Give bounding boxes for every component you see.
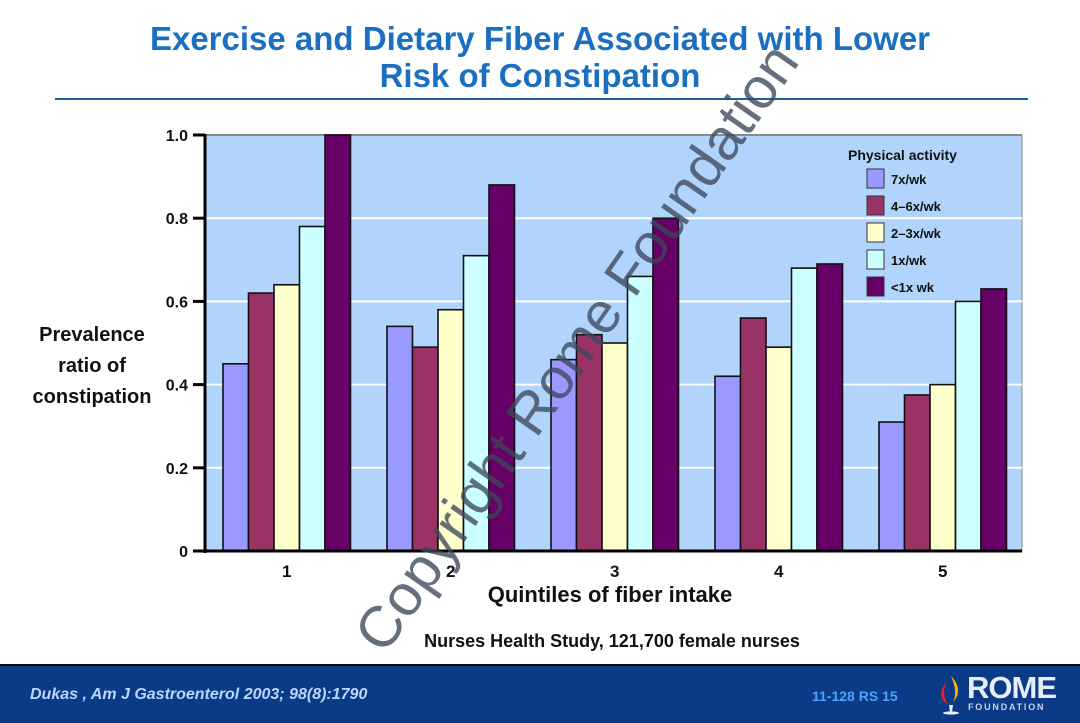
slide-title-line-2: Risk of Constipation (379, 57, 701, 94)
y-tick-label: 1.0 (166, 128, 188, 145)
logo-text: ROME (967, 670, 1057, 705)
footer-bar: Dukas , Am J Gastroenterol 2003; 98(8):1… (0, 664, 1080, 723)
y-axis-ticks: 0 0.2 0.4 0.6 0.8 1.0 (166, 128, 205, 561)
bar-1-series-1 (222, 362, 250, 552)
slide-title-line-1: Exercise and Dietary Fiber Associated wi… (149, 20, 931, 57)
y-axis-label-line-1: Prevalence (39, 324, 145, 346)
bar-3-series-3 (601, 342, 629, 552)
y-tick-label: 0 (179, 544, 188, 561)
bar-5-series-5 (980, 288, 1008, 552)
axes (193, 134, 1022, 553)
bar-3-series-1 (550, 358, 578, 552)
bar-2-series-2 (411, 346, 439, 552)
x-tick-label: 3 (610, 562, 619, 581)
bar-1-series-2 (247, 292, 275, 552)
bar-4-series-2 (739, 317, 767, 552)
bar-4-series-4 (790, 267, 818, 552)
bar-5-series-1 (878, 421, 906, 552)
bar-4-series-3 (765, 346, 793, 552)
legend-label: 4–6x/wk (891, 199, 942, 214)
bar-1-series-4 (298, 225, 326, 552)
y-axis-label: Prevalence ratio of constipation (22, 320, 162, 413)
bar-2-series-1 (386, 325, 414, 552)
bar-5-series-2 (903, 394, 931, 552)
x-tick-label: 5 (938, 562, 947, 581)
y-tick-label: 0.8 (166, 211, 188, 228)
legend-swatch (866, 222, 885, 243)
bar-1-series-5 (324, 134, 352, 552)
legend-swatch (866, 276, 885, 297)
bar-5-series-3 (929, 383, 957, 552)
x-tick-label: 1 (282, 562, 291, 581)
citation: Dukas , Am J Gastroenterol 2003; 98(8):1… (30, 686, 368, 703)
study-note: Nurses Health Study, 121,700 female nurs… (424, 631, 800, 651)
legend-title: Physical activity (848, 147, 957, 163)
legend-swatch (866, 195, 885, 216)
legend-label: <1x wk (891, 280, 935, 295)
y-tick-label: 0.4 (166, 378, 188, 395)
x-axis-ticks: 1 2 3 4 5 (282, 562, 947, 581)
bar-3-series-5 (652, 217, 680, 552)
legend: Physical activity 7x/wk 4–6x/wk 2–3x/wk 1x/w… (848, 147, 957, 297)
bar-1-series-3 (273, 283, 301, 552)
legend-label: 7x/wk (891, 172, 927, 187)
bar-4-series-5 (816, 263, 844, 552)
slide-title: Exercise and Dietary Fiber Associated wi… (0, 20, 1080, 94)
rome-foundation-logo: ROME FOUNDATION (935, 670, 1065, 718)
title-divider (55, 98, 1028, 100)
x-tick-label: 2 (446, 562, 455, 581)
legend-swatch (866, 168, 885, 189)
flame-icon (941, 676, 959, 715)
x-axis-label: Quintiles of fiber intake (487, 582, 733, 607)
y-axis-label-line-2: ratio of (58, 355, 126, 377)
bar-3-series-4 (626, 275, 654, 552)
y-tick-label: 0.6 (166, 294, 188, 311)
bar-5-series-4 (954, 300, 982, 552)
bar-3-series-2 (575, 333, 603, 552)
bar-2-series-3 (437, 308, 465, 552)
y-tick-label: 0.2 (166, 461, 188, 478)
bar-4-series-1 (714, 375, 742, 552)
bar-2-series-5 (488, 184, 516, 552)
slide-code: 11-128 RS 15 (812, 688, 898, 704)
legend-swatch (866, 249, 885, 270)
y-axis-label-line-3: constipation (32, 386, 152, 408)
legend-label: 2–3x/wk (891, 226, 942, 241)
bars (222, 134, 1008, 552)
legend-label: 1x/wk (891, 253, 927, 268)
bar-2-series-4 (462, 254, 490, 552)
bar-chart: 0 0.2 0.4 0.6 0.8 1.0 1 2 3 4 5 Physical activity… (166, 128, 1023, 581)
x-tick-label: 4 (774, 562, 784, 581)
logo-subtext: FOUNDATION (968, 702, 1046, 712)
